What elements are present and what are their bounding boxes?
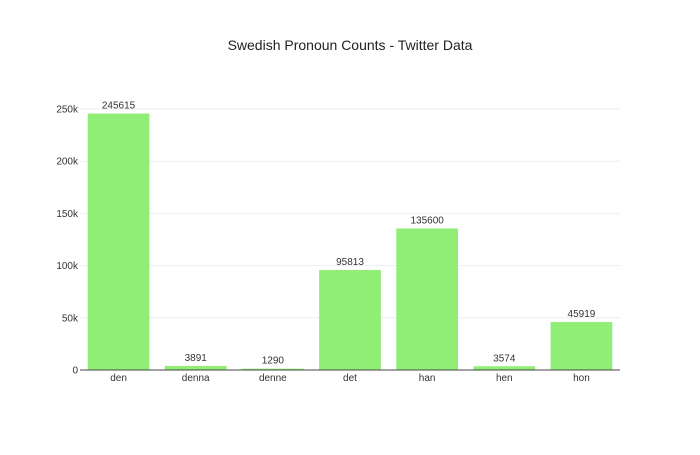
data-label-han: 135600 xyxy=(410,215,444,226)
x-tick-label-han: han xyxy=(419,373,436,384)
x-tick-label-denne: denne xyxy=(259,373,287,384)
gridlines xyxy=(80,108,620,319)
y-tick-label: 50k xyxy=(62,313,79,324)
y-tick-label: 200k xyxy=(56,157,79,168)
y-tick-label: 100k xyxy=(56,261,79,272)
data-label-denne: 1290 xyxy=(262,356,285,367)
bar-han xyxy=(396,228,458,370)
y-tick-label: 250k xyxy=(56,105,79,116)
bar-denna xyxy=(164,365,227,370)
x-tick-label-hen: hen xyxy=(496,373,513,384)
bar-den xyxy=(87,113,150,370)
data-label-hen: 3574 xyxy=(493,353,516,364)
bar-det xyxy=(319,269,381,370)
bar-hon xyxy=(550,322,613,370)
data-labels: 245615 3891 1290 95813 135600 3574 45919 xyxy=(102,101,596,367)
bars xyxy=(87,113,613,370)
x-axis: den denna denne det han hen hon xyxy=(80,369,620,384)
bar-denne xyxy=(242,368,304,370)
x-tick-label-den: den xyxy=(110,373,127,384)
data-label-denna: 3891 xyxy=(185,353,208,364)
chart-title: Swedish Pronoun Counts - Twitter Data xyxy=(228,37,473,53)
bar-hen xyxy=(473,366,536,370)
y-tick-label: 150k xyxy=(56,209,79,220)
y-tick-label: 0 xyxy=(72,366,78,377)
x-tick-label-det: det xyxy=(343,373,357,384)
data-label-den: 245615 xyxy=(102,101,136,112)
data-label-det: 95813 xyxy=(336,257,364,268)
x-tick-label-denna: denna xyxy=(182,373,210,384)
data-label-hon: 45919 xyxy=(568,309,596,320)
x-tick-label-hon: hon xyxy=(573,373,590,384)
y-axis: 0 50k 100k 150k 200k 250k xyxy=(56,105,79,377)
